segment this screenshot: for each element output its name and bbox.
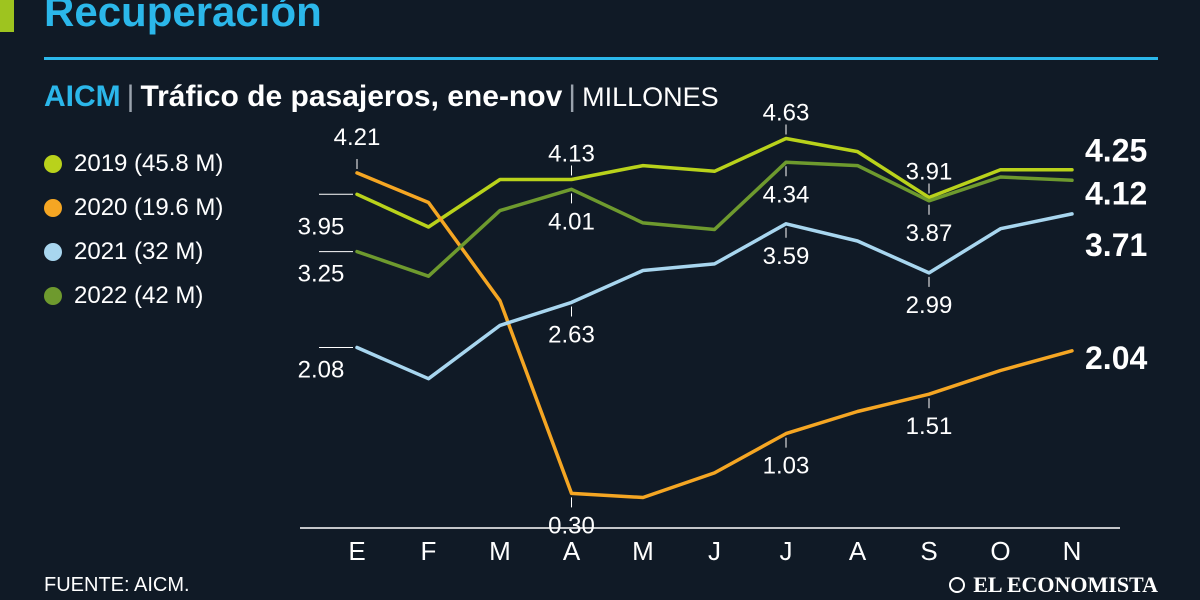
end-value-label: 4.25 xyxy=(1085,133,1147,169)
subtitle-source: AICM xyxy=(44,80,121,113)
subtitle-separator: | xyxy=(126,80,135,113)
x-tick-label: J xyxy=(780,536,793,566)
series-line-2 xyxy=(355,212,1074,381)
subtitle-description: Tráfico de pasajeros, ene-nov xyxy=(140,80,563,113)
legend-item-2022: 2022 (42 M) xyxy=(44,274,223,318)
legend-swatch-2022 xyxy=(44,287,62,305)
data-label: 3.87 xyxy=(906,220,953,247)
series-line-0 xyxy=(355,136,1074,229)
brand-logo: EL ECONOMISTA xyxy=(949,572,1158,598)
subtitle-unit: MILLONES xyxy=(582,82,719,112)
legend-label-2021: 2021 (32 M) xyxy=(74,238,204,265)
title-divider xyxy=(44,57,1158,60)
legend-swatch-2021 xyxy=(44,243,62,261)
x-tick-label: M xyxy=(489,536,511,566)
data-label: 4.01 xyxy=(548,208,595,235)
data-label: 2.08 xyxy=(298,357,345,384)
legend-item-2019: 2019 (45.8 M) xyxy=(44,142,223,186)
x-tick-label: J xyxy=(708,536,721,566)
data-label: 3.25 xyxy=(298,261,345,288)
series-line-1 xyxy=(355,171,1074,500)
data-label: 4.63 xyxy=(763,100,810,127)
legend-label-2022: 2022 (42 M) xyxy=(74,282,204,309)
x-tick-label: N xyxy=(1063,536,1082,566)
x-tick-label: F xyxy=(421,536,437,566)
accent-bar xyxy=(0,0,14,32)
subtitle-separator-2: | xyxy=(568,80,577,113)
source-note: FUENTE: AICM. xyxy=(44,574,190,596)
end-value-label: 2.04 xyxy=(1085,340,1147,376)
legend-item-2020: 2020 (19.6 M) xyxy=(44,186,223,230)
chart-subtitle: AICM | Tráfico de pasajeros, ene-nov | MILLO… xyxy=(44,80,719,114)
data-label: 2.99 xyxy=(906,292,953,319)
x-tick-label: E xyxy=(348,536,365,566)
x-tick-label: A xyxy=(849,536,867,566)
series-line-3 xyxy=(355,160,1074,278)
legend-item-2021: 2021 (32 M) xyxy=(44,230,223,274)
data-label: 3.95 xyxy=(298,213,345,240)
x-tick-label: A xyxy=(563,536,581,566)
data-label: 4.21 xyxy=(334,124,381,151)
data-label: 4.13 xyxy=(548,141,595,168)
data-label: 1.51 xyxy=(906,413,953,440)
legend-swatch-2019 xyxy=(44,155,62,173)
x-tick-label: S xyxy=(920,536,937,566)
brand-name: EL ECONOMISTA xyxy=(973,572,1158,597)
legend-swatch-2020 xyxy=(44,199,62,217)
data-label: 0.30 xyxy=(548,512,595,539)
brand-icon xyxy=(949,577,966,593)
data-label: 3.91 xyxy=(906,159,953,186)
x-tick-label: M xyxy=(632,536,654,566)
page-title: Recuperación xyxy=(44,0,322,35)
data-label: 1.03 xyxy=(763,453,810,480)
legend-label-2019: 2019 (45.8 M) xyxy=(74,150,224,177)
end-value-label: 3.71 xyxy=(1085,227,1147,263)
x-tick-label: O xyxy=(990,536,1010,566)
data-label: 2.63 xyxy=(548,321,595,348)
legend-label-2020: 2020 (19.6 M) xyxy=(74,194,224,221)
chart-legend: 2019 (45.8 M) 2020 (19.6 M) 2021 (32 M) … xyxy=(44,142,223,318)
data-label: 3.59 xyxy=(763,243,810,270)
end-value-label: 4.12 xyxy=(1085,175,1147,211)
data-label: 4.34 xyxy=(763,181,810,208)
